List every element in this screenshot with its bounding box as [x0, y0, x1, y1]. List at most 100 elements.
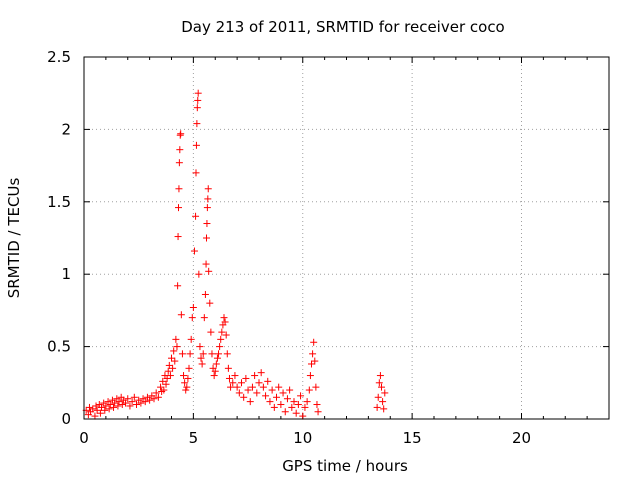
data-point-marker [240, 393, 248, 401]
data-point-marker [177, 311, 185, 319]
y-tick-label: 1.5 [47, 193, 71, 211]
data-point-marker [169, 364, 177, 372]
data-point-marker [294, 401, 302, 409]
data-point-marker [124, 395, 132, 403]
y-tick-label: 2.5 [47, 48, 71, 66]
x-tick-label: 0 [79, 429, 89, 447]
data-point-marker [102, 402, 110, 410]
data-point-marker [225, 374, 233, 382]
data-point-marker [174, 233, 182, 241]
data-point-marker [168, 354, 175, 362]
data-point-marker [185, 364, 193, 372]
data-point-marker [268, 386, 276, 394]
data-point-marker [259, 383, 267, 391]
data-point-marker [198, 360, 206, 368]
data-point-marker [213, 354, 221, 362]
data-point-marker [85, 403, 93, 411]
data-point-marker [114, 402, 122, 410]
data-point-marker [157, 383, 165, 391]
y-tick-label: 0 [61, 410, 71, 428]
chart-title: Day 213 of 2011, SRMTID for receiver coc… [181, 18, 505, 36]
data-point-marker [115, 398, 123, 406]
data-point-marker [207, 328, 215, 336]
data-point-marker [248, 383, 256, 391]
data-point-marker [380, 405, 388, 413]
data-point-marker [217, 335, 225, 343]
x-tick-label: 15 [403, 429, 422, 447]
data-point-marker [212, 360, 220, 368]
data-point-marker [177, 130, 185, 138]
data-point-marker [305, 386, 313, 394]
x-tick-label: 5 [189, 429, 199, 447]
data-point-marker [187, 335, 195, 343]
data-point-marker [211, 367, 219, 375]
data-point-marker [221, 318, 229, 326]
data-point-marker [376, 372, 384, 380]
data-point-marker [223, 350, 231, 358]
y-tick-label: 0.5 [47, 338, 71, 356]
data-point-marker [182, 386, 190, 394]
data-point-marker [166, 372, 174, 380]
data-point-marker [373, 403, 381, 411]
data-point-marker [204, 185, 212, 193]
data-markers [82, 89, 389, 420]
data-point-marker [312, 383, 320, 391]
data-point-marker [178, 350, 186, 358]
data-point-marker [110, 403, 118, 411]
data-point-marker [160, 386, 168, 394]
data-point-marker [313, 401, 321, 409]
data-point-marker [150, 395, 158, 403]
data-point-marker [251, 372, 259, 380]
data-point-marker [163, 374, 171, 382]
data-point-marker [309, 350, 317, 358]
data-point-marker [181, 379, 189, 387]
data-point-marker [126, 402, 134, 410]
data-point-marker [175, 185, 183, 193]
data-point-marker [141, 398, 149, 406]
data-point-marker [170, 347, 178, 355]
data-point-marker [203, 204, 211, 212]
data-point-marker [180, 372, 188, 380]
data-point-marker [224, 364, 232, 372]
data-point-marker [375, 379, 383, 387]
data-point-marker [164, 367, 172, 375]
data-point-marker [192, 212, 200, 220]
data-point-marker [310, 338, 318, 346]
data-point-marker [374, 393, 382, 401]
data-point-marker [162, 380, 170, 388]
data-point-marker [93, 406, 101, 414]
data-point-marker [111, 399, 119, 407]
data-point-marker [165, 361, 173, 369]
data-point-marker [262, 392, 270, 400]
data-point-marker [101, 406, 109, 414]
data-point-marker [202, 260, 210, 268]
data-point-marker [210, 372, 218, 380]
data-point-marker [192, 169, 200, 177]
data-point-marker [257, 369, 265, 377]
data-point-marker [208, 350, 216, 358]
axis-ticks: 0 5 10 15 20 0 0.5 1 1.5 2 2.5 [47, 48, 609, 447]
data-point-marker [381, 389, 389, 397]
data-point-marker [275, 383, 283, 391]
data-point-marker [231, 372, 239, 380]
data-point-marker [122, 399, 130, 407]
data-point-marker [89, 405, 97, 413]
data-point-marker [264, 377, 272, 385]
data-point-marker [159, 377, 167, 385]
data-point-marker [299, 412, 307, 420]
data-point-marker [216, 343, 224, 351]
data-point-marker [204, 195, 212, 203]
data-point-marker [91, 412, 99, 420]
data-point-marker [290, 398, 298, 406]
data-point-marker [203, 234, 210, 242]
x-axis-label: GPS time / hours [282, 457, 408, 475]
data-point-marker [303, 398, 311, 406]
data-point-marker [227, 383, 235, 391]
data-point-marker [199, 350, 207, 358]
x-tick-label: 10 [293, 429, 312, 447]
data-point-marker [128, 398, 136, 406]
data-point-marker [218, 328, 226, 336]
data-point-marker [152, 389, 160, 397]
